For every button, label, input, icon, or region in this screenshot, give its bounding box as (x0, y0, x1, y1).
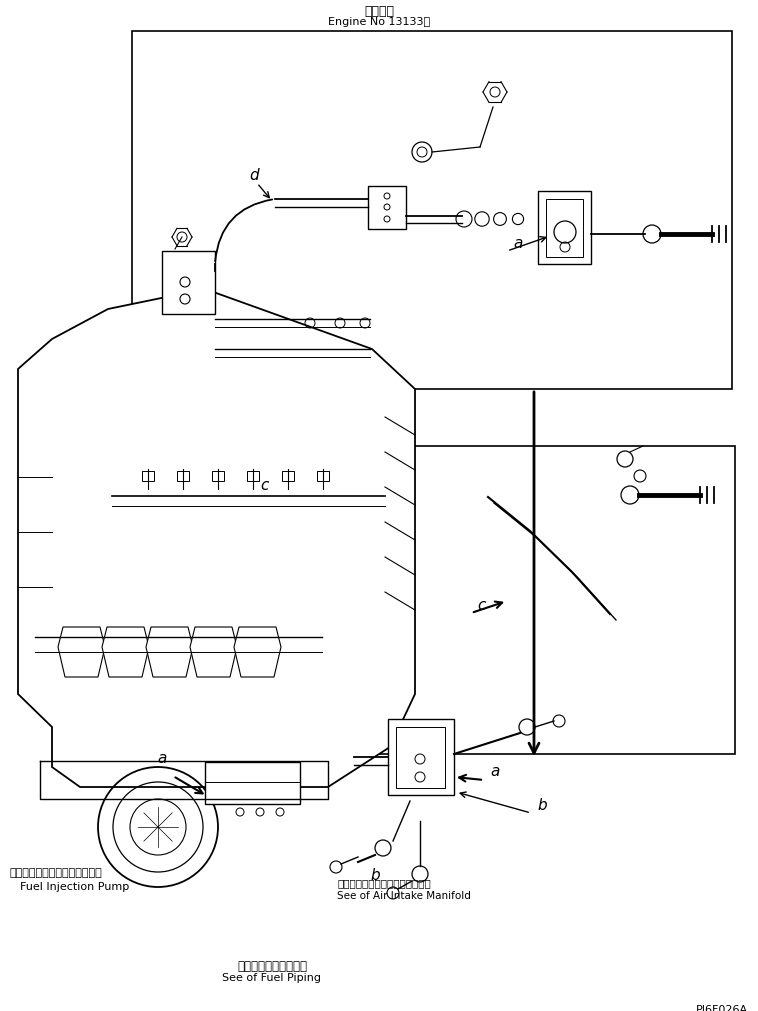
Bar (317, 471, 329, 481)
Text: Fuel Injection Pump: Fuel Injection Pump (20, 882, 130, 891)
Bar (247, 471, 259, 481)
Bar (388, 719, 454, 796)
Text: PJ6F026A: PJ6F026A (696, 1004, 748, 1011)
Bar (212, 471, 224, 481)
Text: フェルインジェクションボンプ: フェルインジェクションボンプ (10, 867, 103, 878)
Text: See of Air Intake Manifold: See of Air Intake Manifold (337, 890, 471, 900)
Text: フェルバイピング参照: フェルバイピング参照 (237, 959, 307, 972)
Text: See of Fuel Piping: See of Fuel Piping (223, 972, 321, 982)
Polygon shape (58, 628, 105, 677)
Bar (335, 447, 735, 754)
Text: 通用号機: 通用号機 (364, 5, 394, 18)
Bar (162, 252, 215, 314)
Bar (368, 187, 406, 229)
Polygon shape (146, 628, 193, 677)
Text: b: b (370, 867, 380, 883)
Bar (282, 471, 294, 481)
Text: b: b (537, 798, 547, 812)
Text: a: a (157, 750, 166, 765)
Bar (142, 471, 154, 481)
Polygon shape (190, 628, 237, 677)
Text: Engine No 13133～: Engine No 13133～ (328, 17, 430, 27)
Bar (546, 200, 583, 258)
Bar (396, 727, 445, 789)
Bar (177, 471, 189, 481)
Text: a: a (513, 236, 522, 251)
Text: エアーインテークマニホルド参照: エアーインテークマニホルド参照 (337, 878, 431, 887)
Text: d: d (249, 168, 258, 183)
Bar (538, 192, 591, 265)
Bar (132, 32, 732, 389)
Polygon shape (18, 290, 415, 788)
Polygon shape (234, 628, 281, 677)
Polygon shape (102, 628, 149, 677)
Text: a: a (490, 763, 500, 778)
Text: c: c (477, 598, 485, 613)
Text: c: c (260, 477, 268, 492)
Bar (205, 762, 300, 804)
